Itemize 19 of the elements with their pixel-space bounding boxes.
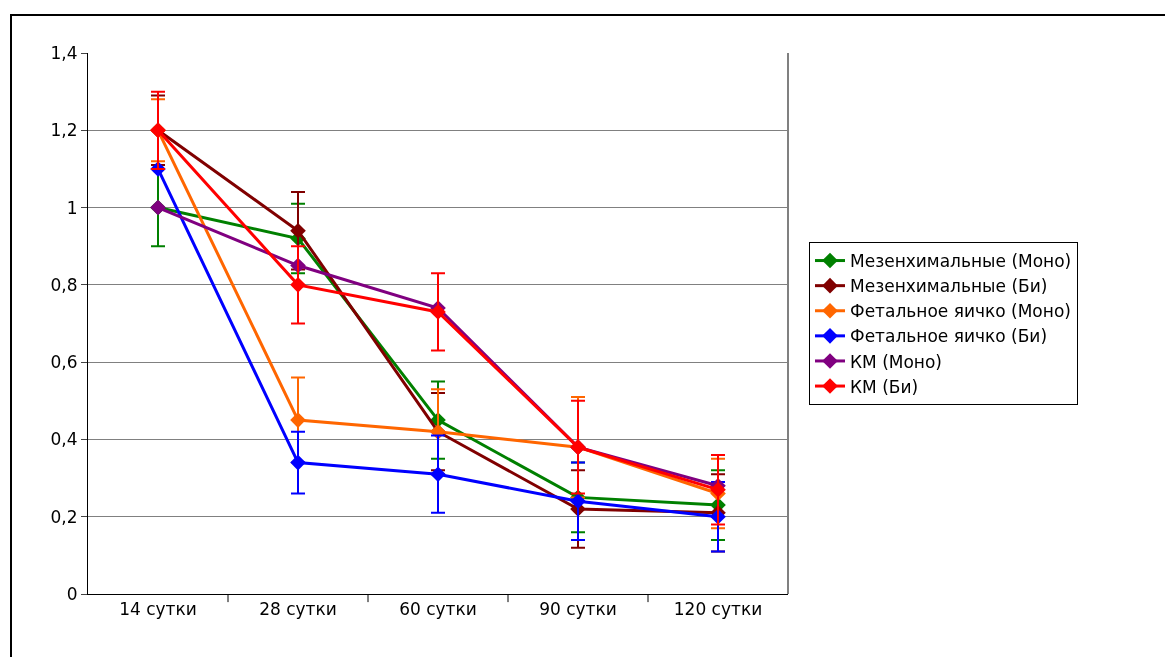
x-tick-label: 14 сутки (119, 599, 197, 620)
y-tick-label: 0,2 (50, 506, 78, 527)
y-tick-label: 1,2 (50, 120, 78, 141)
y-tick-label: 1,4 (50, 42, 78, 63)
x-tick-label: 60 сутки (399, 599, 477, 620)
y-tick-label: 0,6 (50, 352, 78, 373)
x-tick-label: 90 сутки (539, 599, 617, 620)
legend-label: КМ (Моно) (850, 351, 942, 372)
legend-label: КМ (Би) (850, 376, 919, 397)
y-tick-label: 0,8 (50, 274, 78, 295)
legend-label: Мезенхимальные (Моно) (850, 251, 1072, 272)
y-tick-label: 0,4 (50, 429, 78, 450)
legend-label: Фетальное яичко (Би) (850, 326, 1048, 347)
legend-label: Мезенхимальные (Би) (850, 276, 1048, 297)
y-tick-label: 1 (66, 197, 78, 218)
x-tick-label: 28 сутки (259, 599, 337, 620)
x-tick-label: 120 сутки (673, 599, 763, 620)
y-tick-label: 0 (66, 583, 78, 604)
legend-label: Фетальное яичко (Моно) (850, 301, 1071, 322)
